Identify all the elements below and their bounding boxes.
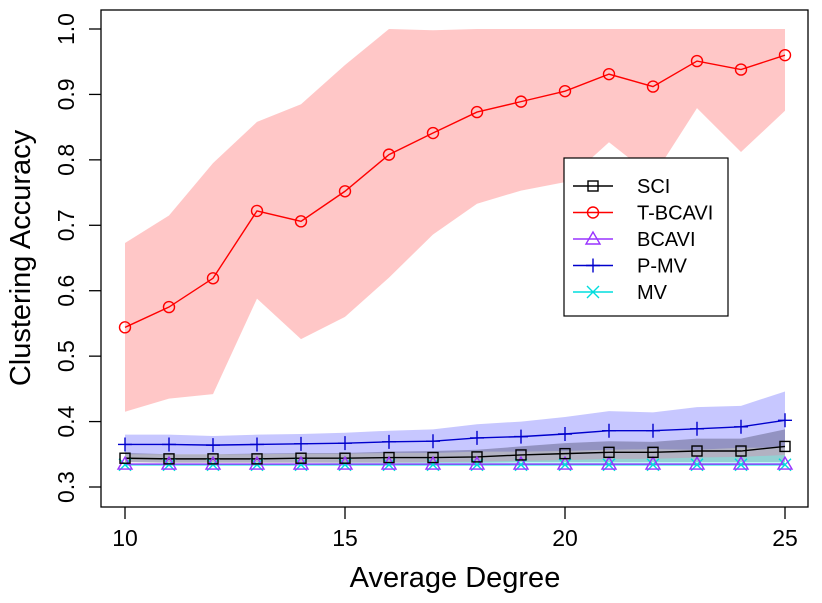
point-t-bcavi [734, 63, 748, 76]
legend-marker-bcavi [584, 230, 602, 245]
x-tick-label: 20 [552, 525, 578, 551]
point-t-bcavi [602, 67, 616, 81]
point-p-mv [778, 413, 792, 428]
band-p-mv [125, 391, 785, 455]
point-t-bcavi [558, 84, 572, 98]
point-p-mv [250, 437, 264, 452]
point-bcavi [556, 455, 574, 470]
legend-label-bcavi: BCAVI [637, 229, 696, 251]
point-p-mv [118, 437, 132, 452]
point-p-mv [690, 421, 704, 436]
point-sci [559, 447, 571, 460]
point-sci [119, 452, 131, 464]
legend-marker-p-mv [586, 258, 600, 273]
legend-marker-mv [586, 285, 600, 299]
point-t-bcavi [646, 80, 660, 93]
y-tick-label: 0.6 [53, 275, 79, 307]
point-p-mv [294, 436, 308, 451]
point-bcavi [644, 455, 662, 470]
point-t-bcavi [206, 272, 220, 285]
point-sci [515, 449, 527, 461]
legend-marker-sci [587, 180, 599, 192]
point-t-bcavi [778, 48, 792, 62]
point-bcavi [600, 455, 618, 470]
y-tick-label: 0.4 [53, 405, 79, 437]
point-t-bcavi [250, 204, 264, 218]
point-p-mv [206, 438, 220, 453]
point-bcavi [204, 455, 222, 470]
point-t-bcavi [294, 215, 308, 228]
point-sci [251, 453, 263, 465]
point-p-mv [470, 430, 484, 445]
point-sci [647, 446, 659, 459]
y-tick-label: 0.5 [53, 340, 79, 372]
line-t-bcavi [124, 54, 786, 328]
point-t-bcavi [382, 148, 396, 161]
y-tick-label: 0.7 [53, 209, 79, 241]
point-sci [383, 451, 395, 464]
point-sci [339, 452, 351, 464]
point-sci [603, 446, 615, 459]
point-bcavi [688, 455, 706, 470]
line-sci [124, 445, 786, 460]
point-p-mv [338, 436, 352, 451]
line-p-mv [125, 419, 786, 446]
band-sci [125, 429, 785, 463]
point-sci [471, 451, 483, 463]
point-p-mv [426, 434, 440, 449]
point-bcavi [160, 455, 178, 470]
x-axis-label: Average Degree [350, 562, 561, 594]
point-sci [163, 453, 175, 465]
y-tick-label: 1.0 [53, 13, 79, 45]
point-t-bcavi [514, 95, 528, 108]
y-tick-label: 0.9 [53, 78, 79, 110]
point-t-bcavi [690, 54, 704, 68]
y-tick-label: 0.8 [53, 144, 79, 176]
point-bcavi [732, 455, 750, 470]
point-t-bcavi [338, 185, 352, 198]
point-bcavi [248, 455, 266, 470]
legend-marker-t-bcavi [586, 206, 600, 219]
point-sci [295, 452, 307, 464]
band-mv [125, 454, 785, 466]
x-axis-ticks: 10 15 20 25 [112, 507, 798, 551]
point-p-mv [162, 437, 176, 452]
point-t-bcavi [162, 300, 176, 314]
series-lines [124, 54, 786, 466]
point-p-mv [602, 423, 616, 438]
point-sci [691, 445, 703, 457]
x-tick-label: 10 [112, 525, 138, 551]
point-p-mv [558, 427, 572, 442]
point-p-mv [382, 434, 396, 449]
point-sci [779, 440, 791, 453]
legend-label-t-bcavi: T-BCAVI [637, 203, 713, 225]
plot-frame [100, 9, 809, 508]
point-sci [735, 445, 747, 457]
point-sci [207, 453, 219, 465]
legend: SCI T-BCAVI BCAVI P-MV MV [563, 157, 729, 317]
point-t-bcavi [426, 126, 440, 140]
y-axis-label: Clustering Accuracy [5, 129, 37, 386]
point-p-mv [734, 419, 748, 434]
point-t-bcavi [470, 105, 484, 119]
point-bcavi [468, 455, 486, 470]
legend-label-p-mv: P-MV [637, 256, 688, 278]
point-sci [427, 451, 439, 464]
point-bcavi [776, 455, 794, 470]
x-tick-label: 15 [332, 525, 358, 551]
legend-label-sci: SCI [637, 176, 670, 198]
legend-label-mv: MV [637, 282, 668, 304]
series-markers [116, 48, 794, 472]
x-tick-label: 25 [772, 525, 798, 551]
y-axis-ticks: 0.3 0.4 0.5 0.6 0.7 0.8 0.9 1.0 [53, 13, 101, 503]
band-t-bcavi [125, 29, 785, 412]
point-t-bcavi [118, 321, 132, 334]
point-p-mv [514, 429, 528, 444]
y-tick-label: 0.3 [53, 471, 79, 503]
point-bcavi [512, 455, 530, 470]
point-p-mv [646, 423, 660, 438]
